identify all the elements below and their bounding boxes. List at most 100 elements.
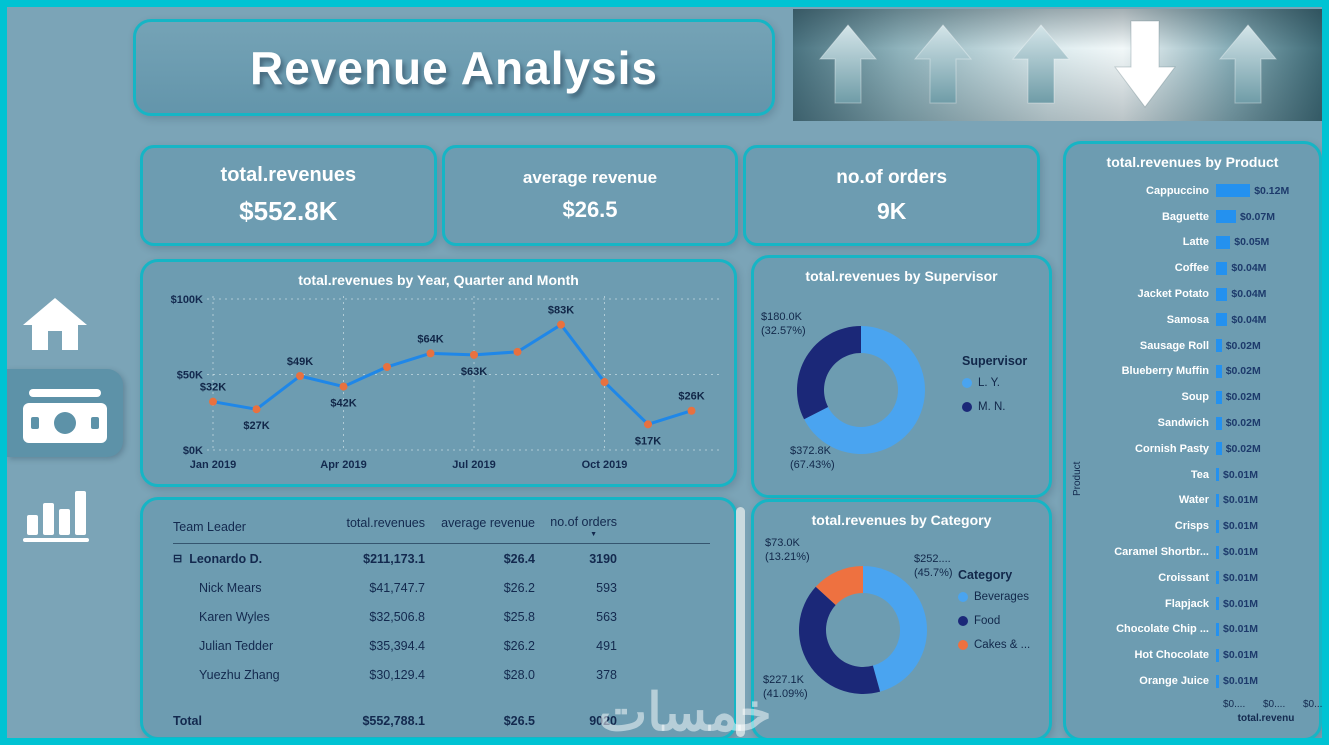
data-point[interactable] xyxy=(687,406,696,415)
table-row[interactable]: Julian Tedder $35,394.4 $26.2 491 xyxy=(173,631,710,660)
data-label-pct: (41.09%) xyxy=(763,687,808,700)
data-point[interactable] xyxy=(426,349,435,358)
product-bar[interactable] xyxy=(1216,648,1219,662)
team-leader-name: Nick Mears xyxy=(199,580,262,595)
up-arrow-icon xyxy=(1218,24,1278,104)
donut-slice-Beverages[interactable] xyxy=(863,566,928,692)
data-point[interactable] xyxy=(600,378,609,387)
up-arrow-icon xyxy=(913,24,973,104)
data-point[interactable] xyxy=(513,347,522,356)
product-bar[interactable] xyxy=(1216,468,1219,482)
data-point[interactable] xyxy=(470,350,478,359)
kpi-total-revenues[interactable]: total.revenues $552.8K xyxy=(140,145,437,246)
team-leader-name: Karen Wyles xyxy=(199,609,270,624)
product-label: Water xyxy=(1178,494,1209,507)
column-header-team-leader[interactable]: Team Leader xyxy=(173,520,246,535)
y-axis-title: Product xyxy=(1072,461,1083,496)
data-point[interactable] xyxy=(296,372,304,381)
data-point[interactable] xyxy=(339,382,348,391)
sidebar-item-home[interactable] xyxy=(19,295,91,353)
donut-slice-Cakes & ...[interactable] xyxy=(815,566,863,606)
column-header-total-revenues[interactable]: total.revenues xyxy=(346,516,425,530)
product-bar[interactable] xyxy=(1216,519,1219,533)
supervisor-donut-chart[interactable] xyxy=(761,290,961,490)
product-bar[interactable] xyxy=(1216,287,1228,301)
cell-average-revenue: $25.8 xyxy=(503,609,535,624)
product-bar[interactable] xyxy=(1216,313,1228,327)
table-row[interactable]: Yuezhu Zhang $30,129.4 $28.0 378 xyxy=(173,660,710,689)
collapse-toggle-icon[interactable]: ⊟ xyxy=(173,553,183,566)
category-donut-chart[interactable] xyxy=(763,530,963,730)
table-scrollbar[interactable] xyxy=(736,507,745,737)
column-header-average-revenue[interactable]: average revenue xyxy=(441,516,535,530)
legend-label: Food xyxy=(974,615,1001,627)
table-row[interactable]: ⊟ Leonardo D. $211,173.1 $26.4 3190 xyxy=(173,544,710,573)
table-row[interactable]: Karen Wyles $32,506.8 $25.8 563 xyxy=(173,602,710,631)
donut-slice-L. Y.[interactable] xyxy=(804,326,925,454)
product-value: $0.07M xyxy=(1239,210,1275,223)
revenue-line[interactable] xyxy=(211,323,693,426)
donut-slice-M. N.[interactable] xyxy=(796,326,861,420)
line-chart-card: total.revenues by Year, Quarter and Mont… xyxy=(140,259,737,487)
cell-average-revenue: $26.4 xyxy=(503,551,535,566)
product-value: $0.05M xyxy=(1234,236,1270,249)
legend-item[interactable]: Cakes & ... xyxy=(958,639,1030,651)
product-label: Croissant xyxy=(1158,571,1209,584)
product-label: Latte xyxy=(1182,236,1209,249)
donut-slice-Food[interactable] xyxy=(798,586,881,695)
data-point[interactable] xyxy=(383,362,391,371)
kpi-average-revenue[interactable]: average revenue $26.5 xyxy=(441,145,739,246)
product-bar[interactable] xyxy=(1216,597,1219,611)
kpi-value: $26.5 xyxy=(562,197,618,222)
product-bar[interactable] xyxy=(1216,184,1251,198)
product-bar[interactable] xyxy=(1216,364,1222,378)
product-bar[interactable] xyxy=(1216,622,1219,636)
product-value: $0.01M xyxy=(1223,546,1259,559)
table-row[interactable]: Nick Mears $41,747.7 $26.2 593 xyxy=(173,573,710,602)
data-point[interactable] xyxy=(252,405,261,414)
data-point[interactable] xyxy=(557,320,565,329)
legend-item[interactable]: Food xyxy=(958,615,1030,627)
product-bar[interactable] xyxy=(1216,390,1222,404)
sidebar-item-reports[interactable] xyxy=(21,481,91,543)
product-bar[interactable] xyxy=(1216,493,1219,507)
product-value: $0.01M xyxy=(1223,520,1259,533)
product-row: Cappuccino $0.12M xyxy=(1066,178,1319,204)
kpi-no-of-orders[interactable]: no.of orders 9K xyxy=(743,145,1041,246)
cell-average-revenue: $26.2 xyxy=(503,580,535,595)
product-bar[interactable] xyxy=(1216,674,1219,688)
data-label-pct: (45.7%) xyxy=(914,566,953,579)
product-bar[interactable] xyxy=(1216,545,1219,559)
product-bar[interactable] xyxy=(1216,571,1219,585)
legend-item[interactable]: Beverages xyxy=(958,591,1030,603)
page-title: Revenue Analysis xyxy=(249,41,659,94)
team-leader-cell: Yuezhu Zhang xyxy=(173,668,325,682)
legend-item[interactable]: L. Y. xyxy=(962,377,1027,389)
product-bar[interactable] xyxy=(1216,235,1231,249)
product-bar[interactable] xyxy=(1216,442,1222,456)
legend-label: M. N. xyxy=(978,401,1006,413)
product-value: $0.01M xyxy=(1223,468,1259,481)
data-point[interactable] xyxy=(644,420,652,429)
down-arrow-icon xyxy=(1114,20,1176,108)
supervisor-chart-title: total.revenues by Supervisor xyxy=(805,268,998,284)
sidebar-item-revenues[interactable] xyxy=(7,369,123,457)
data-label: $63K xyxy=(461,366,487,378)
total-label: Total xyxy=(173,714,202,728)
legend-dot xyxy=(958,640,968,650)
category-donut-card: total.revenues by Category $73.0K (13.21… xyxy=(751,499,1052,738)
legend-item[interactable]: M. N. xyxy=(962,401,1027,413)
column-header-no-of-orders[interactable]: no.of orders ▼ xyxy=(535,515,617,538)
product-bar[interactable] xyxy=(1216,339,1222,353)
kpi-row: total.revenues $552.8K average revenue $… xyxy=(140,145,1041,246)
total-average: $26.5 xyxy=(503,714,535,728)
product-bar[interactable] xyxy=(1216,210,1236,224)
data-label-value: $180.0K xyxy=(761,311,802,323)
line-chart-title: total.revenues by Year, Quarter and Mont… xyxy=(298,272,579,288)
product-bar[interactable] xyxy=(1216,261,1228,275)
line-chart[interactable]: $0K $50K $100K Jan 2019 Apr 2019 Jul 2019 Oct … xyxy=(145,288,736,484)
data-point[interactable] xyxy=(209,397,217,406)
data-label-value: $252.... xyxy=(914,553,951,565)
product-bar[interactable] xyxy=(1216,416,1222,430)
product-label: Cappuccino xyxy=(1146,184,1209,197)
